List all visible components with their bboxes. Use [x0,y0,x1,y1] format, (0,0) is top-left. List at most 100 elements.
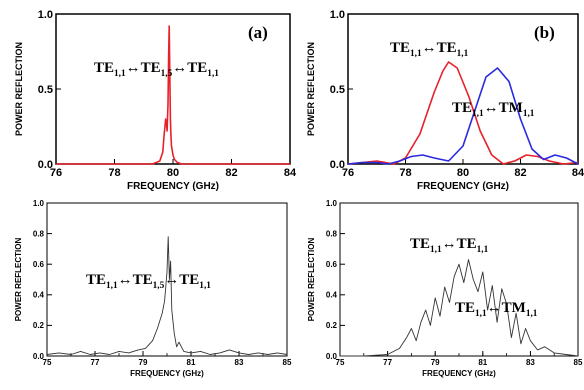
y-axis-label: POWER REFLECTION [307,238,316,322]
series-line-1 [46,236,288,355]
annotation-text: TE [457,236,477,252]
x-axis-label: FREQUENCY (GHz) [130,369,204,378]
x-tick-label: 84 [572,167,584,179]
x-axis-label: FREQUENCY (GHz) [417,181,509,192]
annotation-text: ↔ [422,40,437,56]
panel-label: (b) [534,23,555,42]
y-tick-label: 0.0 [330,159,345,171]
plot-frame [339,202,579,357]
annotation-text: TM [499,100,523,116]
annotation-text: TE [452,100,472,116]
x-tick-label: 77 [91,358,100,367]
annotation-subscript: 1,5 [153,281,165,291]
x-tick-label: 75 [336,358,345,367]
annotation-subscript: 1,1 [477,245,489,255]
x-tick-label: 76 [342,167,354,179]
annotation-subscript: 1,5 [161,69,173,79]
y-axis-label: POWER REFLECTION [14,42,24,136]
annotation-subscript: 1,1 [410,49,422,59]
annotation-text: TE [179,272,199,288]
y-tick-label: 0.6 [33,260,45,269]
annotation-label: TE1,1↔TE1,5↔TE1,1 [86,272,211,291]
chart-panel-top-right: 76 78 80 82 84 0.0 0.5 1.0 FREQUENCY (GHz) POWER … [306,9,584,192]
annotation-subscript: 1,1 [457,49,469,59]
x-tick-label: 80 [167,167,179,179]
annotation-text: TE [187,60,207,76]
annotation-text: ↔ [172,60,187,76]
x-axis-label: FREQUENCY (GHz) [422,369,496,378]
series-line-1 [56,25,290,165]
annotation-text: ↔ [442,236,457,252]
annotation-label: TE1,1↔TE1,1 [410,236,489,255]
y-tick-label: 0.2 [33,321,45,330]
y-tick-label: 1.0 [326,199,338,208]
x-tick-label: 77 [383,358,392,367]
annotation-text: ↔ [118,272,133,288]
series-line-1 [347,61,579,165]
annotation-text: TE [86,272,106,288]
annotation-text: ↔ [487,300,502,316]
y-axis-label: POWER REFLECTION [14,238,23,322]
x-tick-label: 80 [457,167,469,179]
annotation-subscript: 1,1 [114,69,126,79]
x-tick-label: 78 [399,167,411,179]
x-tick-label: 79 [431,358,440,367]
annotation-subscript: 1,1 [199,281,211,291]
y-tick-label: 0.8 [33,229,45,238]
annotation-text: TE [455,300,475,316]
annotation-subscript: 1,1 [106,281,118,291]
annotation-text: TE [390,40,410,56]
annotation-text: TE [410,236,430,252]
annotation-text: TM [502,300,526,316]
annotation-label: TE1,1↔TE1,1 [390,40,469,59]
annotation-label: TE1,1↔TM1,1 [455,300,538,319]
x-tick-label: 79 [139,358,148,367]
x-tick-label: 76 [50,167,62,179]
x-axis-label: FREQUENCY (GHz) [127,181,219,192]
x-tick-label: 81 [478,358,487,367]
x-tick-label: 83 [235,358,244,367]
annotation-subscript: 1,1 [523,109,535,119]
y-tick-label: 0.0 [38,159,53,171]
x-tick-label: 82 [514,167,526,179]
y-tick-label: 1.0 [38,9,53,21]
annotation-text: TE [141,60,161,76]
y-tick-label: 0.5 [330,84,345,96]
y-tick-label: 1.0 [330,9,345,21]
series-line-1 [340,259,579,357]
x-tick-label: 78 [108,167,120,179]
annotation-label: TE1,1↔TM1,1 [452,100,535,119]
x-tick-label: 83 [526,358,535,367]
annotation-label: TE1,1↔TE1,5↔TE1,1 [94,60,219,79]
chart-panel-top-left: 76 78 80 82 84 0.0 0.5 1.0 FREQUENCY (GHz) POWER … [14,9,297,192]
y-tick-label: 0.8 [326,229,338,238]
y-tick-label: 0.4 [33,291,45,300]
x-tick-label: 85 [283,358,292,367]
panel-label: (a) [248,23,268,42]
x-tick-label: 75 [43,358,52,367]
y-tick-label: 0.5 [38,84,53,96]
chart-panel-bottom-left: 75 77 79 81 83 85 0.0 0.2 0.4 0.6 0.8 1.0 FREQUENCY … [14,199,292,378]
annotation-text: ↔ [484,100,499,116]
y-tick-label: 0.6 [326,260,338,269]
annotation-text: TE [94,60,114,76]
x-tick-label: 85 [574,358,583,367]
x-tick-label: 84 [284,167,297,179]
y-tick-label: 0.4 [326,291,338,300]
y-tick-label: 0.0 [326,352,338,361]
annotation-subscript: 1,1 [207,69,219,79]
annotation-text: TE [133,272,153,288]
chart-panel-bottom-right: 75 77 79 81 83 85 0.0 0.2 0.4 0.6 0.8 1.0 FREQUENCY … [307,199,583,378]
annotation-subscript: 1,1 [526,309,538,319]
x-tick-label: 82 [225,167,237,179]
annotation-subscript: 1,1 [475,309,487,319]
y-axis-label: POWER REFLECTION [306,42,316,136]
y-tick-label: 0.2 [326,321,338,330]
y-tick-label: 0.0 [33,352,45,361]
annotation-text: ↔ [126,60,141,76]
annotation-subscript: 1,1 [430,245,442,255]
annotation-text: ↔ [164,272,179,288]
x-tick-label: 81 [187,358,196,367]
y-tick-label: 1.0 [33,199,45,208]
